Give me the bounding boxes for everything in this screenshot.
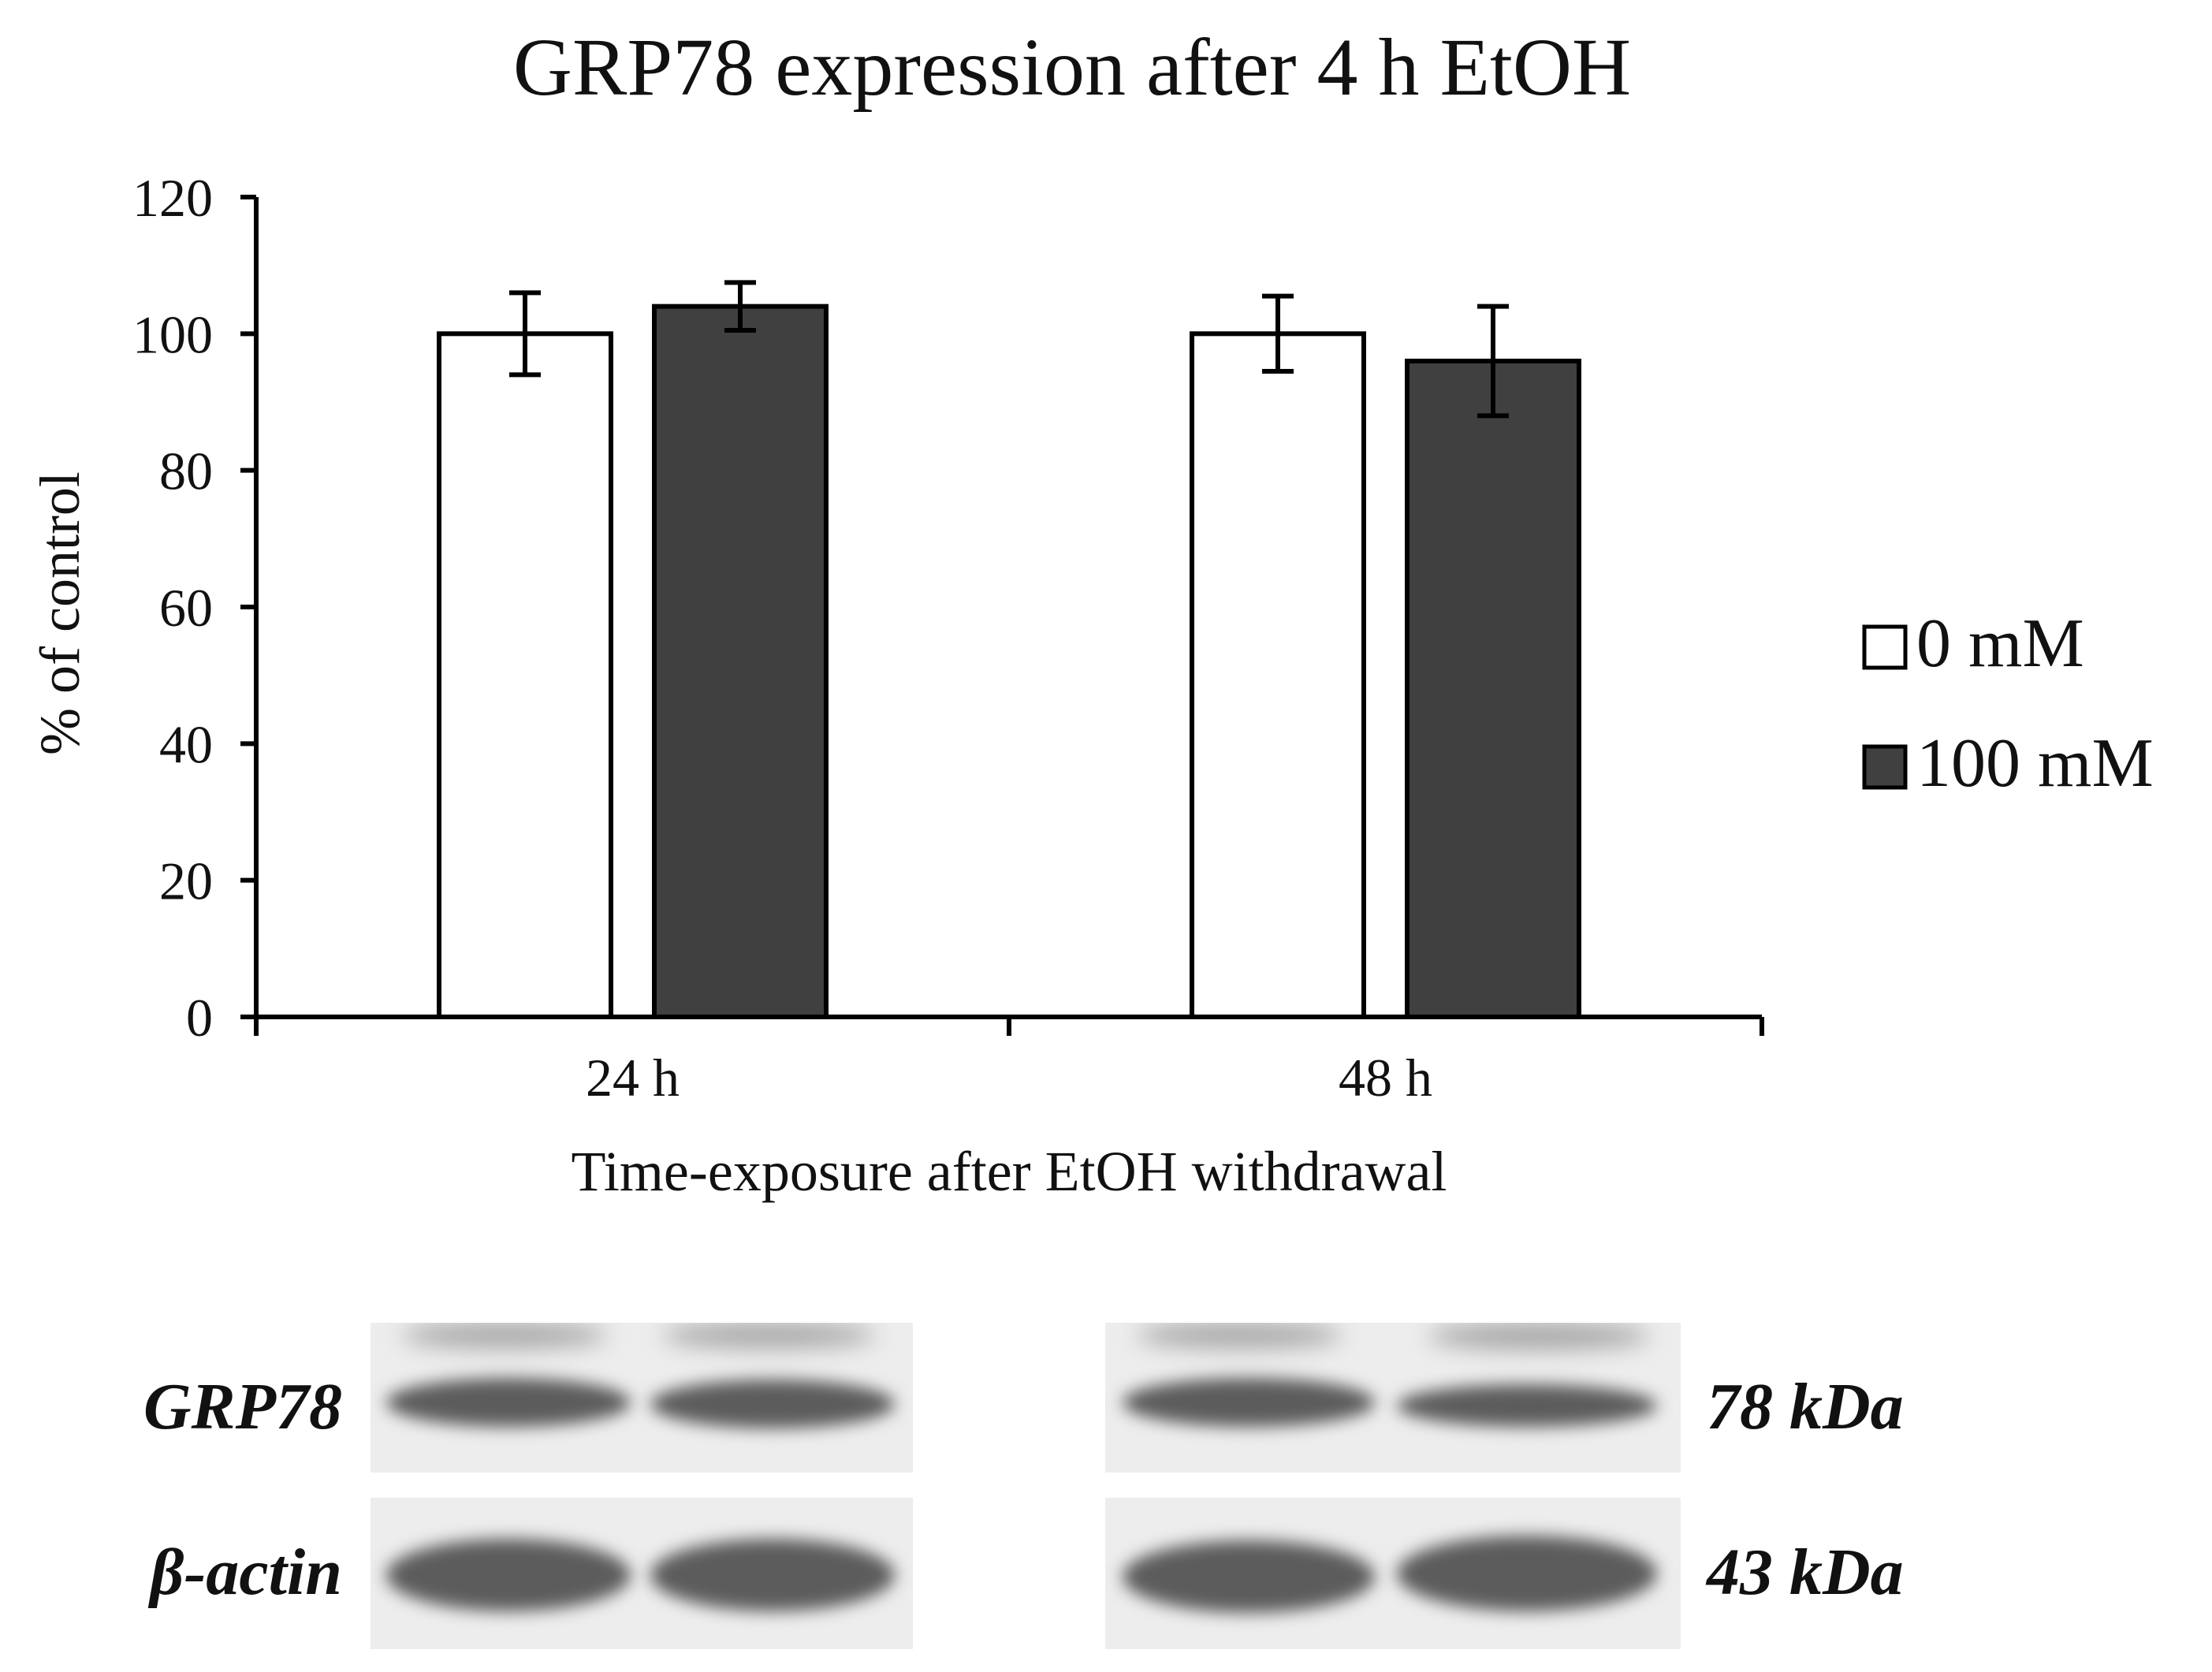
bar <box>1405 359 1581 1019</box>
blot-grp78-24h <box>371 1323 913 1473</box>
bar <box>437 331 613 1020</box>
chart-title: GRP78 expression after 4 h EtOH <box>513 22 1631 113</box>
y-tick-label: 60 <box>159 578 213 638</box>
y-axis: 0 20 40 60 80 100 120 <box>132 168 256 1048</box>
legend-swatch <box>1862 744 1908 790</box>
legend-label: 100 mM <box>1916 725 2154 802</box>
x-tick-label: 24 h <box>586 1048 680 1108</box>
x-axis: 24 h 48 h <box>254 1017 1764 1108</box>
y-tick-label: 20 <box>159 851 213 911</box>
x-axis-label: Time-exposure after EtOH withdrawal <box>571 1140 1447 1203</box>
blot-size-actin: 43 kDa <box>1707 1536 1904 1609</box>
blot-actin-48h <box>1105 1498 1681 1649</box>
x-tick-label: 48 h <box>1339 1048 1432 1108</box>
blot-label-grp78: GRP78 <box>143 1370 342 1443</box>
legend-label: 0 mM <box>1916 605 2084 682</box>
y-axis-label: % of control <box>28 471 91 755</box>
bars <box>437 303 1581 1020</box>
blot-actin-24h <box>371 1498 913 1649</box>
bar <box>1190 331 1366 1020</box>
y-tick-label: 100 <box>132 304 213 364</box>
error-bars <box>509 280 1509 419</box>
blot-label-actin: β-actin <box>150 1536 342 1609</box>
legend: 0 mM 100 mM <box>1862 605 2154 802</box>
blot-size-grp78: 78 kDa <box>1707 1370 1904 1443</box>
blot-grp78-48h <box>1105 1323 1681 1473</box>
legend-swatch <box>1862 624 1908 670</box>
y-tick-label: 120 <box>132 168 213 228</box>
y-tick-label: 80 <box>159 441 213 501</box>
axes <box>240 197 1762 1019</box>
y-tick-label: 40 <box>159 714 213 774</box>
bar <box>652 303 829 1019</box>
y-tick-label: 0 <box>186 988 213 1048</box>
